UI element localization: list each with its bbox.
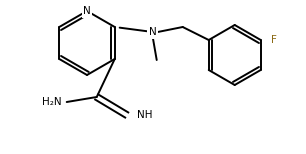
Text: F: F [271, 35, 277, 45]
Text: H₂N: H₂N [42, 97, 62, 107]
Text: N: N [149, 27, 157, 37]
Text: NH: NH [137, 110, 152, 120]
Text: N: N [83, 6, 91, 16]
